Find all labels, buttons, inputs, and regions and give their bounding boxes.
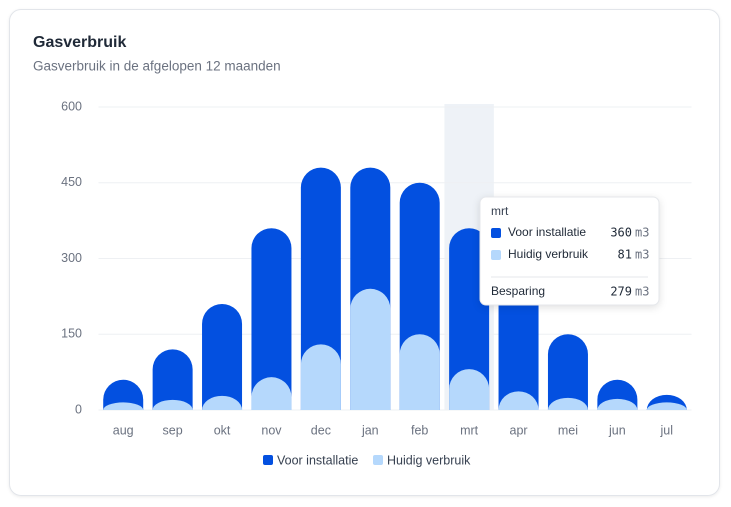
tooltip-value: 360 xyxy=(610,226,632,240)
x-tick-label: dec xyxy=(311,423,331,437)
bar xyxy=(202,303,243,410)
chart-subtitle: Gasverbruik in de afgelopen 12 maanden xyxy=(33,59,281,74)
x-tick-label: mrt xyxy=(460,423,479,437)
y-tick-label: 0 xyxy=(75,402,82,416)
bar xyxy=(498,391,539,410)
bar xyxy=(251,228,292,410)
x-tick-label: apr xyxy=(510,423,528,437)
tooltip-total-label: Besparing xyxy=(491,284,545,298)
bar xyxy=(300,344,341,410)
legend-label: Voor installatie xyxy=(277,453,358,467)
legend-label: Huidig verbruik xyxy=(387,453,471,467)
bar xyxy=(547,397,588,410)
tooltip-title: mrt xyxy=(491,204,509,218)
tooltip-unit: m3 xyxy=(635,285,649,299)
y-tick-label: 450 xyxy=(61,175,82,189)
tooltip-unit: m3 xyxy=(635,226,649,240)
bar xyxy=(202,395,243,410)
chart-title: Gasverbruik xyxy=(33,34,126,51)
y-tick-label: 600 xyxy=(61,99,82,113)
bar xyxy=(399,334,440,410)
bar xyxy=(103,379,144,410)
tooltip-label: Voor installatie xyxy=(508,225,586,239)
bar xyxy=(152,349,193,410)
x-tick-label: jan xyxy=(361,423,379,437)
bar xyxy=(103,402,144,410)
bar xyxy=(449,369,490,410)
x-tick-label: mei xyxy=(558,423,578,437)
x-tick-label: nov xyxy=(261,423,282,437)
x-tick-label: okt xyxy=(214,423,231,437)
bar xyxy=(597,398,638,410)
x-tick-label: feb xyxy=(411,423,428,437)
tooltip-label: Huidig verbruik xyxy=(508,247,589,261)
tooltip-value: 81 xyxy=(618,248,632,262)
y-tick-label: 150 xyxy=(61,327,82,341)
bar xyxy=(251,377,292,410)
tooltip-swatch xyxy=(491,250,501,260)
tooltip-box xyxy=(479,196,660,306)
bar xyxy=(152,399,193,410)
tooltip-total: 279 xyxy=(610,285,632,299)
card xyxy=(9,9,720,496)
y-tick-label: 300 xyxy=(61,251,82,265)
bar xyxy=(646,402,687,410)
bar xyxy=(350,288,391,410)
legend-swatch xyxy=(263,455,273,465)
x-tick-label: sep xyxy=(163,423,183,437)
x-tick-label: jun xyxy=(608,423,626,437)
bar xyxy=(547,334,588,410)
x-tick-label: jul xyxy=(660,423,674,437)
bar xyxy=(449,228,490,410)
legend-swatch xyxy=(373,455,383,465)
tooltip-unit: m3 xyxy=(635,248,649,262)
tooltip-swatch xyxy=(491,228,501,238)
x-tick-label: aug xyxy=(113,423,134,437)
